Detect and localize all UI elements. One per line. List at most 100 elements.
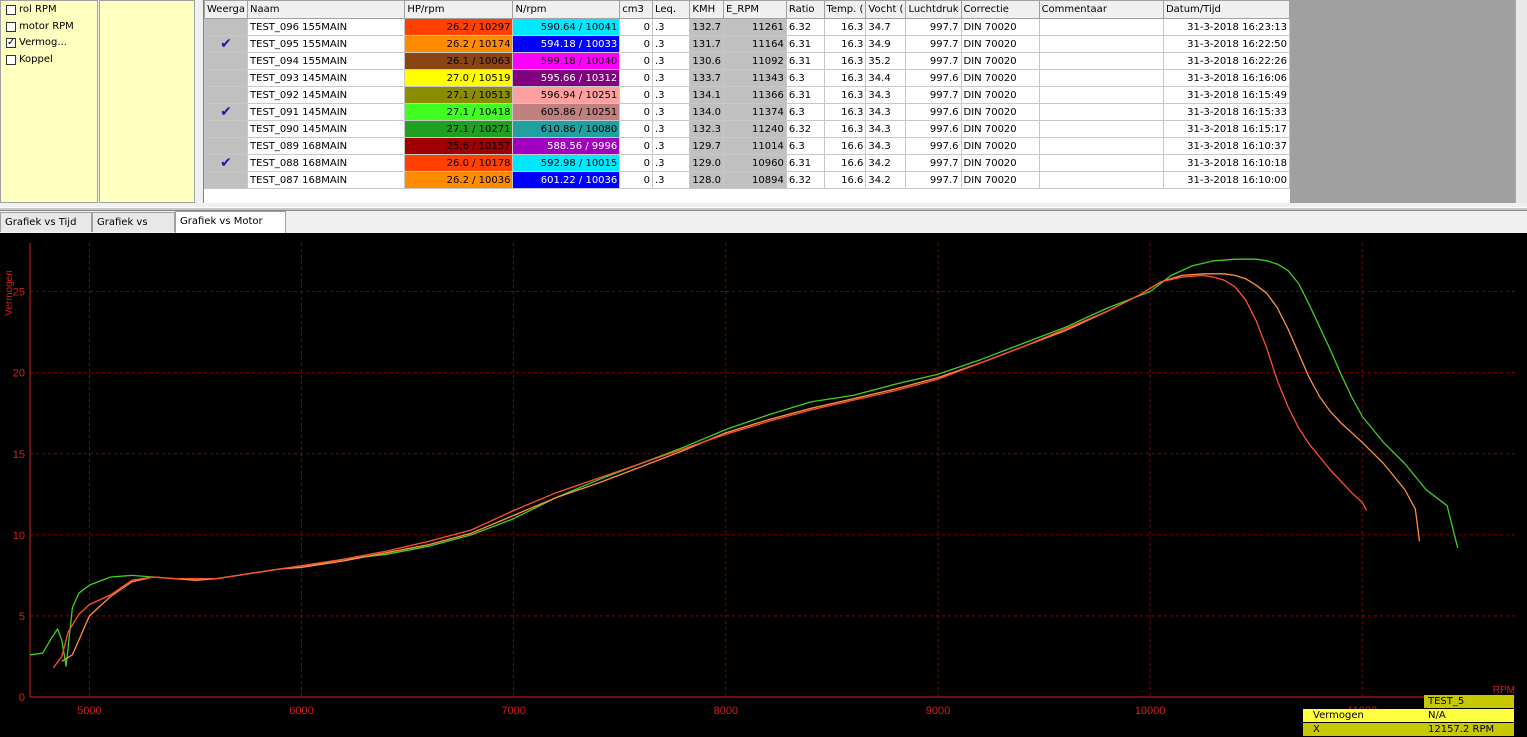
cell-cm3: 0 (619, 154, 653, 172)
show-checkbox[interactable] (204, 69, 249, 87)
cell-vocht: 34.3 (865, 120, 907, 138)
table-row[interactable]: ✔ TEST_095 155MAIN 26.2 / 10174 594.18 / 10… (204, 35, 1290, 53)
cell-leq: .3 (651, 52, 691, 70)
series-option[interactable]: motor RPM (6, 20, 74, 34)
column-header[interactable]: Vocht ( (865, 0, 907, 19)
cell-temp: 16.3 (823, 86, 867, 104)
cell-hp: 26.2 / 10297 (404, 18, 514, 36)
table-row[interactable]: ✔ TEST_091 145MAIN 27.1 / 10418 605.86 / 10… (204, 103, 1290, 121)
cell-erpm: 11240 (723, 120, 787, 138)
show-checkbox[interactable] (204, 137, 249, 155)
column-header[interactable]: Luchtdruk (905, 0, 962, 19)
series-option[interactable]: Koppel (6, 53, 53, 67)
series-checkbox[interactable] (6, 54, 16, 65)
tab-grafiek-vs-motor-rpm[interactable]: Grafiek vs Motor rpm (175, 211, 286, 247)
chart-canvas[interactable]: 5000600070008000900010000110000510152025… (0, 233, 1527, 737)
show-checkbox[interactable] (204, 171, 249, 189)
cell-erpm: 11014 (723, 137, 787, 155)
table-row[interactable]: TEST_092 145MAIN 27.1 / 10513 596.94 / 102… (204, 86, 1290, 104)
table-row[interactable]: TEST_094 155MAIN 26.1 / 10063 599.18 / 100… (204, 52, 1290, 70)
y-tick-label: 25 (13, 287, 25, 299)
cell-hp: 27.1 / 10418 (404, 103, 514, 121)
column-header[interactable]: Commentaar (1038, 0, 1164, 19)
column-header[interactable]: N/rpm (512, 0, 621, 19)
show-checkbox[interactable] (204, 18, 249, 36)
cell-luchtdruk: 997.7 (905, 86, 962, 104)
table-row[interactable]: TEST_089 168MAIN 25.6 / 10157 588.56 / 999… (204, 137, 1290, 155)
cell-datum: 31-3-2018 16:15:33 (1162, 103, 1290, 121)
show-checkbox[interactable] (204, 86, 249, 104)
show-checkbox[interactable]: ✔ (204, 103, 249, 121)
series-option[interactable]: Vermog... (6, 36, 67, 50)
cell-n: 594.18 / 10033 (512, 35, 621, 53)
column-header[interactable]: Temp. ( (823, 0, 867, 19)
table-row[interactable]: TEST_090 145MAIN 27.1 / 10271 610.86 / 100… (204, 120, 1290, 138)
power-chart[interactable]: 5000600070008000900010000110000510152025… (0, 233, 1527, 737)
vertical-scrollbar[interactable] (1515, 0, 1527, 203)
cell-name: TEST_087 168MAIN (247, 171, 406, 189)
cell-temp: 16.3 (823, 52, 867, 70)
show-checkbox[interactable] (204, 120, 249, 138)
series-checkbox[interactable] (6, 5, 16, 15)
cell-cm3: 0 (619, 69, 653, 87)
cell-n: 588.56 / 9996 (512, 137, 621, 155)
y-tick-label: 20 (13, 368, 25, 380)
show-checkbox[interactable] (204, 52, 249, 70)
column-header[interactable]: Ratio (785, 0, 825, 19)
cell-datum: 31-3-2018 16:10:00 (1162, 171, 1290, 189)
cell-hp: 25.6 / 10157 (404, 137, 514, 155)
cell-erpm: 11261 (723, 18, 787, 36)
cell-cm3: 0 (619, 35, 653, 53)
y-tick-label: 10 (13, 530, 25, 542)
cell-temp: 16.6 (823, 171, 867, 189)
series-option-label: rol RPM (19, 4, 57, 15)
series-checkbox[interactable] (6, 21, 16, 32)
cell-cm3: 0 (619, 18, 653, 36)
cell-luchtdruk: 997.6 (905, 103, 962, 121)
cell-leq: .3 (651, 35, 691, 53)
table-row[interactable]: TEST_087 168MAIN 26.2 / 10036 601.22 / 100… (204, 171, 1290, 189)
cell-cm3: 0 (619, 86, 653, 104)
series-selector-panel: rol RPM motor RPM Vermog... Koppel (0, 0, 98, 203)
table-row[interactable]: TEST_093 145MAIN 27.0 / 10519 595.66 / 103… (204, 69, 1290, 87)
table-row[interactable]: TEST_096 155MAIN 26.2 / 10297 590.64 / 100… (204, 18, 1290, 36)
column-header[interactable]: Naam (247, 0, 406, 19)
column-header[interactable]: Leq. (651, 0, 691, 19)
column-header[interactable]: Weerga (204, 0, 249, 19)
info-test-label: TEST_5 (1424, 695, 1514, 708)
cell-luchtdruk: 997.7 (905, 18, 962, 36)
cell-kmh: 134.1 (689, 86, 725, 104)
cell-vocht: 34.3 (865, 137, 907, 155)
column-header[interactable]: E_RPM (723, 0, 787, 19)
show-checkbox[interactable]: ✔ (204, 154, 249, 172)
cell-hp: 27.0 / 10519 (404, 69, 514, 87)
cell-erpm: 11366 (723, 86, 787, 104)
cell-n: 599.18 / 10040 (512, 52, 621, 70)
show-checkbox[interactable]: ✔ (204, 35, 249, 53)
y-tick-label: 0 (19, 692, 25, 704)
tab-grafiek-vs-kmh[interactable]: Grafiek vs KMH (92, 212, 175, 248)
column-header[interactable]: HP/rpm (404, 0, 514, 19)
column-header[interactable]: KMH (689, 0, 725, 19)
x-tick-label: 8000 (714, 705, 738, 717)
x-tick-label: 5000 (77, 705, 101, 717)
series-option[interactable]: rol RPM (6, 3, 57, 17)
info-x-value: 12157.2 RPM (1424, 723, 1514, 736)
series-option-label: Koppel (19, 53, 53, 65)
cell-cm3: 0 (619, 103, 653, 121)
series-checkbox[interactable] (6, 36, 16, 50)
column-header[interactable]: Correctie (960, 0, 1040, 19)
table-row[interactable]: ✔ TEST_088 168MAIN 26.0 / 10178 592.98 / 10… (204, 154, 1290, 172)
cell-vocht: 34.2 (865, 171, 907, 189)
cell-vocht: 34.9 (865, 35, 907, 53)
tab-grafiek-vs-tijd[interactable]: Grafiek vs Tijd (s) (0, 212, 92, 248)
splitter[interactable] (0, 207, 1527, 211)
column-header[interactable]: Datum/Tijd (1162, 0, 1290, 19)
cell-vocht: 34.3 (865, 103, 907, 121)
column-header[interactable]: cm3 (619, 0, 653, 19)
cell-vocht: 34.3 (865, 86, 907, 104)
cell-correctie: DIN 70020 (960, 52, 1040, 70)
series-option-label: motor RPM (19, 20, 74, 32)
cell-erpm: 11092 (723, 52, 787, 70)
cell-cm3: 0 (619, 171, 653, 189)
